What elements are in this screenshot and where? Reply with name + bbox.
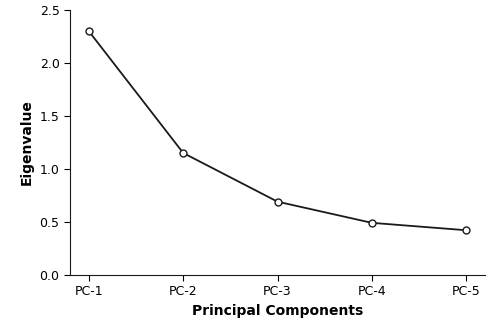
X-axis label: Principal Components: Principal Components xyxy=(192,304,363,318)
Y-axis label: Eigenvalue: Eigenvalue xyxy=(20,99,34,185)
